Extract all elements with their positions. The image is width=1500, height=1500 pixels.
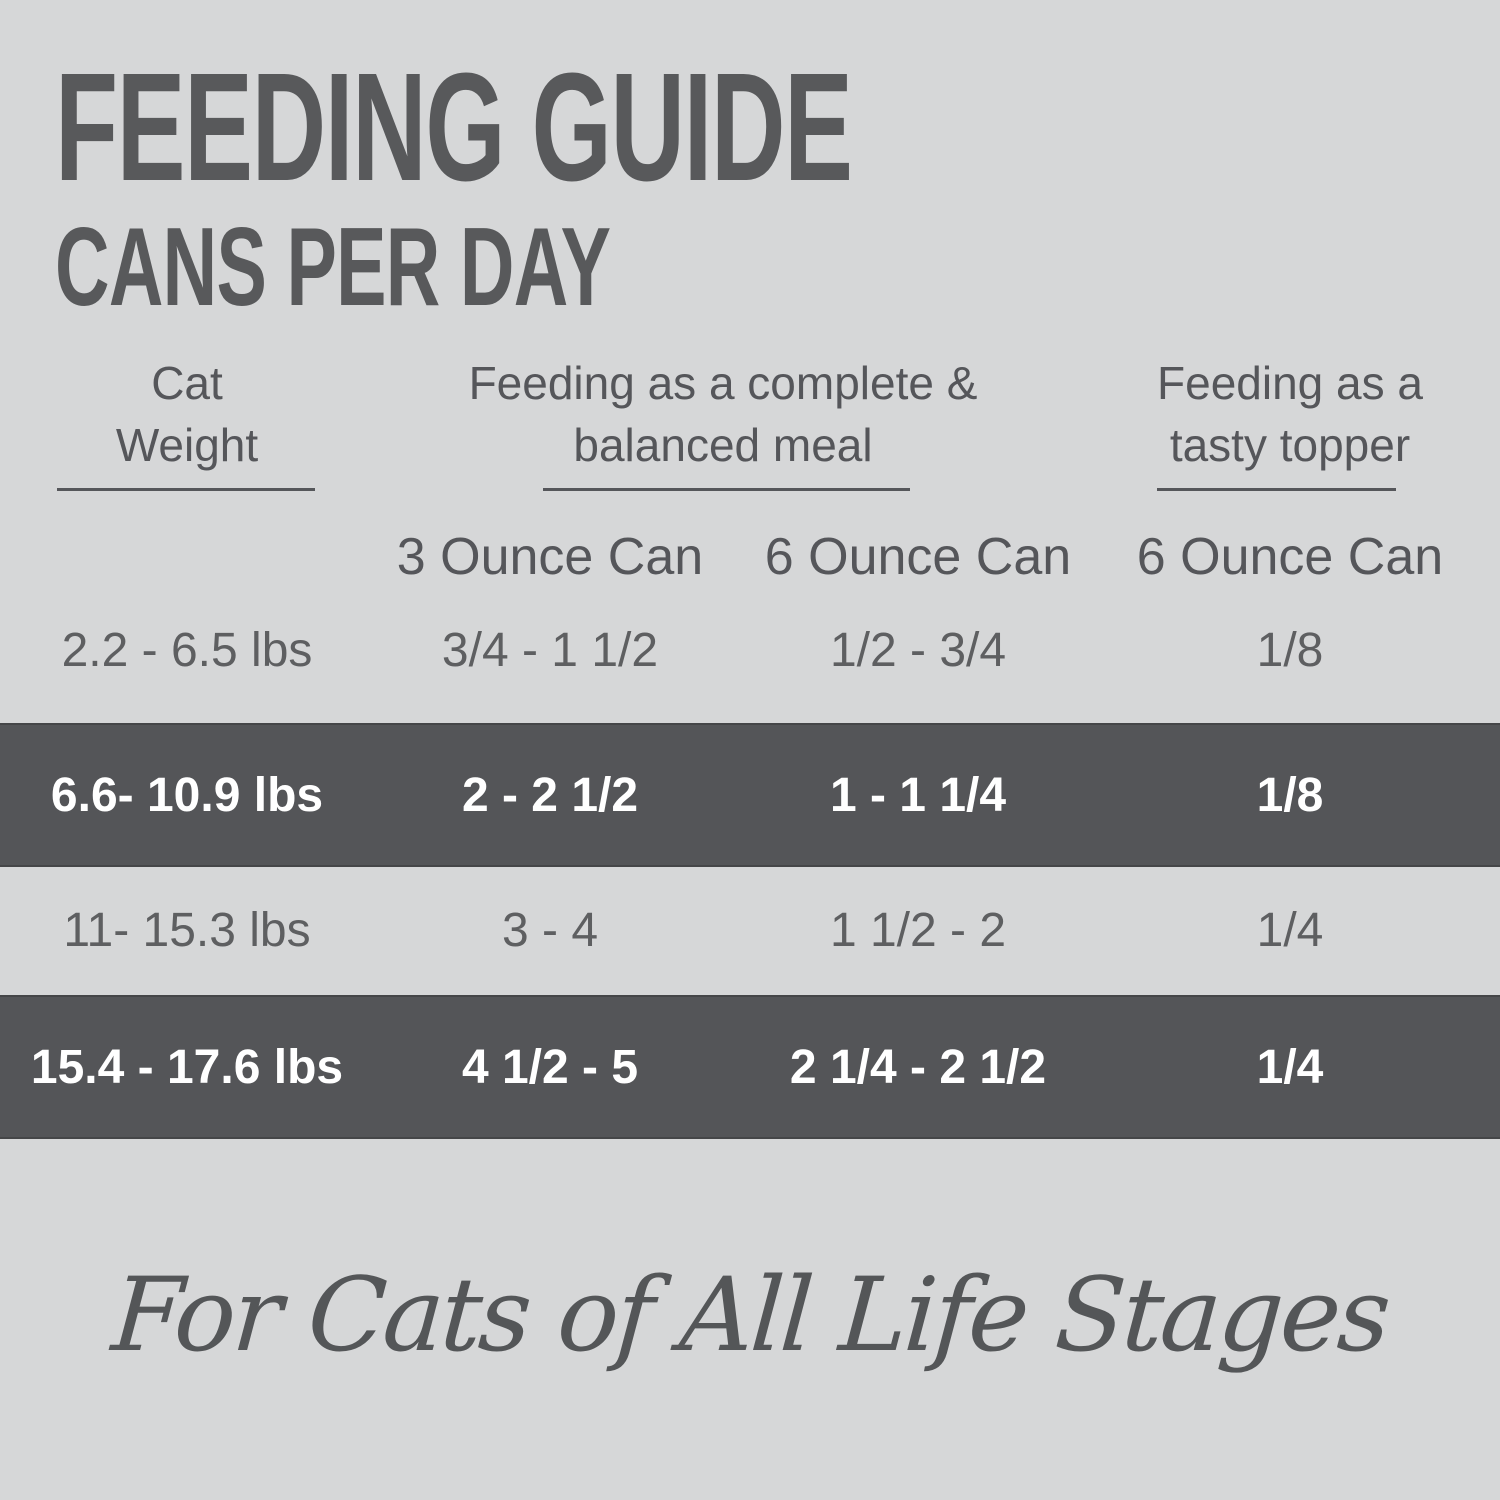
cell-topper-amount: 1/8 bbox=[1256, 768, 1324, 822]
header-underline bbox=[543, 488, 910, 491]
table-row-highlighted: 6.6- 10.9 lbs 2 - 2 1/2 1 - 1 1/4 1/8 bbox=[0, 723, 1500, 867]
subheader-6oz-can: 6 Ounce Can bbox=[764, 528, 1072, 586]
page-title: FEEDING GUIDE bbox=[55, 41, 853, 213]
column-header-line: Cat bbox=[151, 357, 223, 409]
cell-cat-weight: 6.6- 10.9 lbs bbox=[50, 768, 324, 822]
cell-3oz-amount: 2 - 2 1/2 bbox=[461, 768, 639, 822]
subheader-6oz-can-topper: 6 Ounce Can bbox=[1136, 528, 1444, 586]
cell-6oz-amount: 1 - 1 1/4 bbox=[829, 768, 1007, 822]
table-row: 11- 15.3 lbs 3 - 4 1 1/2 - 2 1/4 bbox=[0, 865, 1500, 995]
cell-cat-weight: 15.4 - 17.6 lbs bbox=[30, 1040, 344, 1094]
column-header-line: Feeding as a bbox=[1157, 357, 1423, 409]
cell-6oz-amount: 2 1/4 - 2 1/2 bbox=[789, 1040, 1047, 1094]
column-header-line: tasty topper bbox=[1169, 419, 1411, 471]
column-header-complete-meal: Feeding as a complete & balanced meal bbox=[423, 352, 1023, 476]
cell-6oz-amount: 1/2 - 3/4 bbox=[829, 624, 1007, 677]
cell-topper-amount: 1/8 bbox=[1256, 624, 1324, 677]
table-row-highlighted: 15.4 - 17.6 lbs 4 1/2 - 5 2 1/4 - 2 1/2 … bbox=[0, 995, 1500, 1139]
header-underline bbox=[57, 488, 315, 491]
table-row: 2.2 - 6.5 lbs 3/4 - 1 1/2 1/2 - 3/4 1/8 bbox=[0, 578, 1500, 723]
column-header-line: Weight bbox=[115, 419, 259, 471]
cell-3oz-amount: 3 - 4 bbox=[501, 903, 599, 957]
cell-topper-amount: 1/4 bbox=[1256, 1040, 1324, 1094]
cell-cat-weight: 11- 15.3 lbs bbox=[63, 903, 311, 957]
column-header-tasty-topper: Feeding as a tasty topper bbox=[1114, 352, 1466, 476]
subheader-3oz-can: 3 Ounce Can bbox=[396, 528, 704, 586]
page-subtitle: CANS PER DAY bbox=[55, 205, 611, 329]
cell-6oz-amount: 1 1/2 - 2 bbox=[829, 903, 1007, 957]
cell-3oz-amount: 4 1/2 - 5 bbox=[461, 1040, 639, 1094]
column-header-line: balanced meal bbox=[573, 419, 873, 471]
header-underline bbox=[1157, 488, 1396, 491]
life-stages-tagline: For Cats of All Life Stages bbox=[108, 1256, 1392, 1375]
column-header-line: Feeding as a complete & bbox=[468, 357, 978, 409]
column-header-cat-weight: Cat Weight bbox=[12, 352, 362, 476]
cell-3oz-amount: 3/4 - 1 1/2 bbox=[441, 624, 659, 677]
cell-topper-amount: 1/4 bbox=[1256, 903, 1324, 957]
cell-cat-weight: 2.2 - 6.5 lbs bbox=[61, 624, 313, 677]
